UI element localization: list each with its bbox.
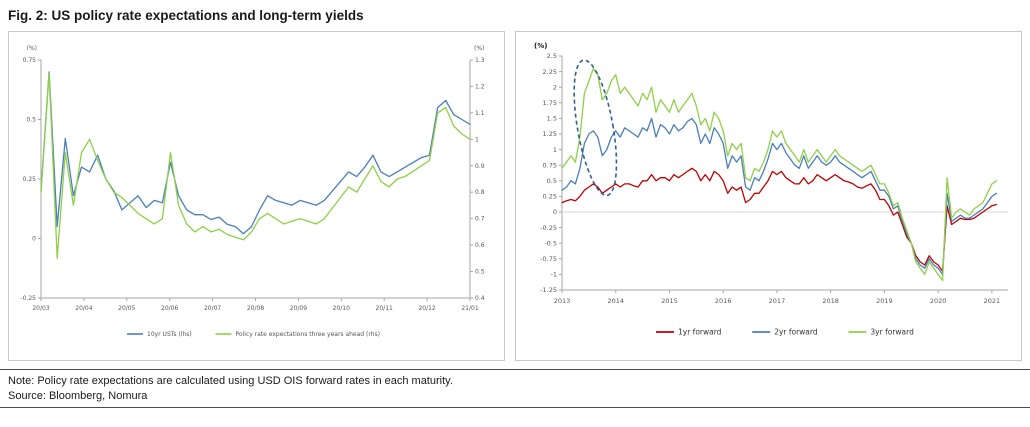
left-chart-panel: (%) (%) 0.75 0.5 0.25 0 -0.25 1.3 1.2 1.1 1 0.9 0.8 0… (8, 31, 505, 361)
y-tick-label: 0.75 (543, 161, 557, 169)
x-tick-label: 20/12 (418, 305, 435, 312)
x-tick-label: 20/06 (161, 305, 178, 312)
x-tick-label: 20/03 (32, 305, 49, 312)
y-tick-label: 1.5 (547, 115, 557, 123)
legend-label: 1yr forward (678, 328, 722, 337)
y-tick-label: 2.25 (543, 68, 557, 76)
right-axis-unit: (%) (474, 45, 484, 52)
right-tick-label: 1.1 (475, 110, 485, 117)
right-tick-label: 0.6 (475, 242, 485, 249)
figure-title: Fig. 2: US policy rate expectations and … (8, 8, 364, 23)
left-tick-label: 0.5 (26, 117, 36, 124)
charts-row: (%) (%) 0.75 0.5 0.25 0 -0.25 1.3 1.2 1.1 1 0.9 0.8 0… (0, 25, 1030, 361)
y-tick-label: 0.5 (547, 177, 557, 185)
left-tick-label: 0.75 (23, 57, 37, 64)
y-tick-label: 0 (553, 208, 557, 216)
right-tick-label: 1.3 (475, 57, 485, 64)
x-tick-label: 2021 (984, 297, 1001, 305)
right-tick-label: 0.8 (475, 189, 485, 196)
x-tick-label: 2019 (876, 297, 893, 305)
legend-label: 3yr forward (870, 328, 914, 337)
left-axis-unit: (%) (27, 45, 37, 52)
right-tick-label: 0.5 (475, 269, 485, 276)
y-tick-label: 2.5 (547, 52, 557, 60)
figure-footer: Note: Policy rate expectations are calcu… (0, 369, 1030, 408)
x-tick-label: 2016 (715, 297, 732, 305)
footer-bottom-rule (0, 406, 1030, 408)
y-tick-label: 1.75 (543, 99, 557, 107)
taper-tantrum-ellipse (573, 59, 618, 197)
right-tick-label: 0.4 (475, 295, 485, 302)
x-tick-label: 20/08 (247, 305, 264, 312)
x-tick-label: 20/04 (75, 305, 92, 312)
left-tick-label: 0.25 (23, 176, 37, 183)
x-tick-label: 20/09 (290, 305, 307, 312)
y-tick-label: 2 (553, 83, 557, 91)
x-tick-label: 2017 (769, 297, 786, 305)
left-tick-label: -0.25 (20, 295, 36, 302)
y-axis-unit: (%) (534, 42, 547, 50)
series-green (40, 72, 471, 259)
x-tick-label: 21/01 (461, 305, 478, 312)
x-tick-label: 2020 (930, 297, 947, 305)
x-tick-label: 2018 (822, 297, 839, 305)
y-tick-label: -1.25 (540, 286, 557, 294)
right-tick-label: 1 (475, 136, 479, 143)
right-chart: (%)2.5 2.25 2 1.75 1.5 1.25 1 0.75 0.5 0.25 0 -0.25… (534, 42, 1008, 337)
legend-label: 10yr USTs (lhs) (147, 331, 192, 338)
x-tick-label: 20/05 (118, 305, 135, 312)
figure-note: Note: Policy rate expectations are calcu… (8, 375, 453, 387)
y-tick-label: -0.25 (540, 224, 557, 232)
x-tick-label: 20/07 (204, 305, 221, 312)
x-tick-label: 20/10 (333, 305, 350, 312)
y-tick-label: -0.5 (544, 239, 557, 247)
y-tick-label: -1 (551, 271, 557, 279)
x-tick-label: 2014 (607, 297, 624, 305)
legend-label: 2yr forward (774, 328, 818, 337)
right-chart-panel: (%) 2.5 2.25 2 1.75 1.5 1.25 1 0.75 0.5 0.25 0 -0.25… (515, 31, 1022, 361)
series-green (561, 67, 998, 282)
y-tick-label: 1.25 (543, 130, 557, 138)
x-tick-label: 20/11 (376, 305, 393, 312)
right-tick-label: 0.9 (475, 163, 485, 170)
x-tick-label: 2015 (661, 297, 678, 305)
series-blue (40, 71, 471, 235)
legend-label: Policy rate expectations three years ahe… (236, 331, 381, 338)
figure-header: Fig. 2: US policy rate expectations and … (0, 0, 1030, 25)
figure-source: Source: Bloomberg, Nomura (8, 389, 148, 402)
left-tick-label: 0 (32, 236, 36, 243)
series-blue (561, 117, 998, 276)
x-tick-label: 2013 (554, 297, 571, 305)
y-tick-label: -0.75 (540, 255, 557, 263)
series-red (561, 167, 998, 272)
y-tick-label: 0.25 (543, 193, 557, 201)
y-tick-label: 1 (553, 146, 557, 154)
right-tick-label: 1.2 (475, 83, 485, 90)
right-tick-label: 0.7 (475, 216, 485, 223)
left-chart: (%) (%) 0.75 0.5 0.25 0 -0.25 1.3 1.2 1.1 1 0.9 0.8 0… (20, 45, 485, 338)
footer-top-rule (0, 369, 1030, 370)
